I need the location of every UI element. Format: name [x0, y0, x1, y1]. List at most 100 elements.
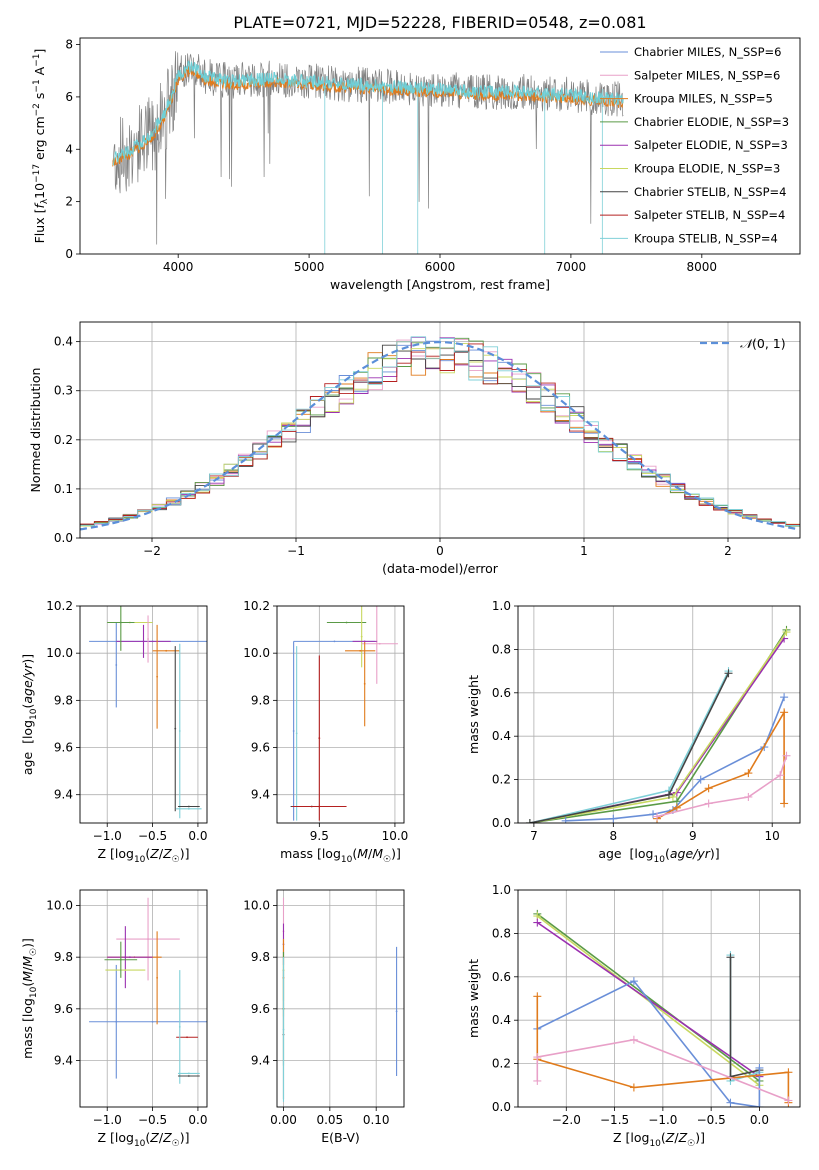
massweight_vs_age-series-line-1: [529, 638, 785, 823]
mass_vs_Z-point: [115, 1020, 118, 1023]
massweight_vs_age-ytick-label: 0.4: [492, 729, 511, 743]
massweight_vs_age-series-marker: [780, 693, 789, 702]
massweight_vs_age-plot-area: [525, 625, 791, 823]
age_vs_mass-point: [360, 635, 363, 638]
age_vs_mass-xtick-label: 9.5: [310, 829, 329, 843]
residual-histogram-8: [80, 336, 800, 526]
spectrum-legend-entry: Kroupa ELODIE, N_SSP=3: [634, 162, 780, 176]
massweight_vs_age-series-marker: [780, 799, 789, 808]
massweight_vs_age-series-marker: [744, 769, 753, 778]
age_vs_Z-point: [156, 675, 159, 678]
residuals-xlabel: (data-model)/error: [382, 561, 499, 576]
residual-histogram-7: [80, 343, 800, 526]
age_vs_mass-point: [363, 682, 366, 685]
age_vs_Z-xlabel: Z [log10(Z/Z☉)]: [97, 846, 189, 865]
mass_vs_ebv-point: [395, 1010, 398, 1013]
massweight_vs_age-panel: 7 8 9 10 0.0 0.2 0.4 0.6 0.8 1.0 age [log10(age/yr…: [466, 599, 801, 865]
residuals-panel: −2 −1 0 1 2 0.0 0.1 0.2 0.3 0.4 (data-model)/error…: [28, 321, 801, 576]
massweight_vs_Z-series-marker: [629, 1083, 638, 1092]
massweight_vs_age-series-marker: [664, 790, 673, 799]
spectrum-ylabel: Flux [fλ10−17 erg cm−2 s−1 A−1]: [32, 49, 50, 244]
massweight_vs_age-series-line-3: [529, 670, 730, 823]
spectrum-panel: 4000 5000 6000 7000 8000 0 2 4 6 8 wavelength [Ang…: [32, 37, 801, 292]
massweight_vs_Z-ytick-label: 0.4: [492, 1013, 511, 1027]
age_vs_Z-plot-area: [89, 606, 207, 819]
spectrum-xtick-label: 6000: [425, 260, 456, 274]
mass_vs_Z-point: [124, 969, 127, 971]
age_vs_mass-point: [318, 805, 321, 808]
age_vs_Z-point: [187, 807, 190, 810]
age_vs_mass-point: [378, 642, 381, 645]
spectrum-xtick-label: 5000: [294, 260, 325, 274]
massweight_vs_Z-xtick-label: 0.0: [750, 1113, 769, 1127]
mass_vs_Z-xtick-label: 0.0: [188, 1113, 207, 1127]
spectrum-frame: [79, 37, 801, 255]
massweight_vs_age-series-marker: [724, 669, 733, 678]
mass_vs_Z-point: [186, 1036, 188, 1039]
age_vs_Z-point: [165, 649, 168, 652]
massweight_vs_Z-frame: [517, 889, 801, 1108]
age_vs_mass-frame: [276, 605, 405, 824]
mass_vs_Z-point: [156, 976, 159, 979]
age_vs_Z-xtick-label: −1.0: [93, 829, 122, 843]
spectrum-legend-entry: Chabrier STELIB, N_SSP=4: [634, 185, 786, 199]
age_vs_Z-ytick-label: 9.8: [54, 693, 73, 707]
residuals-ytick-label: 0.1: [54, 482, 73, 496]
massweight_vs_age-series-marker: [776, 771, 785, 780]
age_vs_mass-xtick-label: 10.0: [382, 829, 409, 843]
massweight_vs_age-series-marker: [780, 708, 789, 717]
age_vs_Z-point: [119, 621, 122, 624]
massweight_vs_Z-series-line-0: [536, 913, 760, 1082]
mass_vs_ebv-grid: [277, 890, 404, 1107]
mass_vs_ebv-point: [282, 1028, 285, 1031]
mass_vs_Z-point: [178, 1026, 181, 1028]
age_vs_Z-point: [142, 640, 145, 643]
age_vs_Z-ytick-label: 10.2: [46, 599, 73, 613]
massweight_vs_age-series-marker: [704, 799, 713, 808]
massweight_vs_Z-series-marker: [726, 1098, 735, 1107]
residuals-ytick-label: 0.4: [54, 335, 73, 349]
age_vs_mass-point: [318, 737, 321, 739]
mass_vs_Z-xtick-label: −1.0: [93, 1113, 122, 1127]
mass_vs_ebv-ytick-label: 9.6: [251, 1002, 270, 1016]
mass_vs_Z-panel: −1.0 −0.5 0.0 9.4 9.6 9.8 10.0 Z [log10(Z/Z☉)] m…: [20, 889, 207, 1149]
spectrum-xtick-label: 8000: [687, 260, 718, 274]
age_vs_Z-point: [178, 730, 181, 732]
massweight_vs_age-series-line-6: [656, 709, 785, 820]
massweight_vs_age-xtick-label: 8: [610, 829, 618, 843]
massweight_vs_age-series-marker: [525, 819, 534, 823]
mass_vs_ebv-xtick-label: 0.00: [270, 1113, 297, 1127]
mass_vs_Z-ytick-label: 9.8: [54, 950, 73, 964]
mass_vs_Z-point: [147, 938, 149, 940]
massweight_vs_Z-panel: −2.0 −1.5 −1.0 −0.5 0.0 0.0 0.2 0.4 0.6 0.8 1.0 Z […: [466, 883, 801, 1149]
spectrum-ytick-label: 0: [65, 247, 73, 261]
mass_vs_ebv-panel: 0.00 0.05 0.10 9.4 9.6 9.8 10.0 E(B-V): [243, 889, 405, 1145]
massweight_vs_Z-series-marker: [755, 1063, 764, 1072]
massweight_vs_age-series-marker: [744, 792, 753, 801]
age_vs_mass-point: [363, 640, 366, 643]
spectrum-legend-entry: Salpeter MILES, N_SSP=6: [634, 68, 780, 82]
massweight_vs_age-series-marker: [704, 784, 713, 793]
age_vs_Z-ytick-label: 9.6: [54, 741, 73, 755]
spectrum-xtick-label: 4000: [163, 260, 194, 274]
massweight_vs_Z-xtick-label: −1.5: [600, 1113, 629, 1127]
age_vs_mass-ytick-label: 10.2: [243, 599, 270, 613]
age_vs_Z-ylabel: age [log10(age/yr)]: [20, 654, 39, 775]
massweight_vs_age-ylabel: mass weight: [466, 675, 481, 754]
mass_vs_ebv-frame: [276, 889, 405, 1108]
mass_vs_Z-point: [151, 1020, 154, 1023]
figure-title: PLATE=0721, MJD=52228, FIBERID=0548, z=0…: [233, 13, 646, 32]
massweight_vs_age-series-marker: [672, 803, 681, 812]
massweight_vs_Z-series-marker: [784, 1096, 793, 1105]
massweight_vs_age-ytick-label: 0.0: [492, 816, 511, 830]
massweight_vs_Z-series-marker: [533, 918, 542, 927]
age_vs_mass-ytick-label: 9.8: [251, 693, 270, 707]
spectrum-legend-entry: Kroupa MILES, N_SSP=5: [634, 92, 773, 106]
massweight_vs_Z-xtick-label: −2.0: [552, 1113, 581, 1127]
spectrum-legend-entry: Chabrier MILES, N_SSP=6: [634, 45, 781, 59]
age_vs_mass-xlabel: mass [log10(M/M☉)]: [280, 846, 401, 865]
residuals-frame: [79, 321, 801, 539]
massweight_vs_Z-series-marker: [629, 1035, 638, 1044]
residuals-ytick-label: 0.3: [54, 384, 73, 398]
massweight_vs_Z-xtick-label: −1.0: [648, 1113, 677, 1127]
